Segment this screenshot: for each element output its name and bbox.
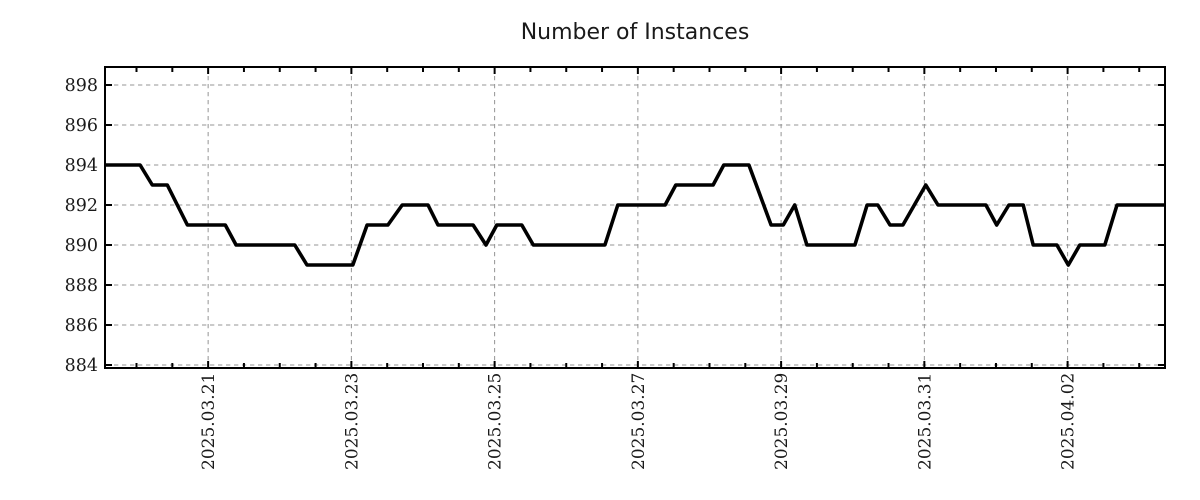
x-tick-label: 2025.03.29 — [772, 373, 792, 470]
x-tick-label: 2025.04.02 — [1059, 373, 1079, 470]
x-tick-label: 2025.03.25 — [486, 373, 506, 470]
x-axis-labels: 2025.03.21 2025.03.23 2025.03.25 2025.03.27… — [199, 373, 1078, 470]
x-tick-label: 2025.03.27 — [629, 373, 649, 470]
y-tick-label: 892 — [65, 196, 98, 216]
y-tick-label: 898 — [65, 76, 98, 96]
chart-title: Number of Instances — [521, 20, 750, 45]
y-tick-label: 896 — [65, 116, 98, 136]
y-tick-label: 886 — [65, 316, 98, 336]
plot-frame — [104, 66, 1166, 369]
x-tick-label: 2025.03.31 — [915, 373, 935, 470]
y-tick-label: 894 — [65, 156, 98, 176]
y-tick-label: 884 — [65, 356, 98, 376]
y-axis-labels: 884 886 888 890 892 894 896 898 — [65, 76, 98, 376]
y-tick-label: 888 — [65, 276, 98, 296]
y-tick-label: 890 — [65, 236, 98, 256]
x-tick-label: 2025.03.21 — [199, 373, 219, 470]
gridlines — [106, 68, 1164, 367]
axis-ticks — [105, 67, 1165, 368]
data-line — [105, 163, 1165, 267]
x-tick-label: 2025.03.23 — [342, 373, 362, 470]
